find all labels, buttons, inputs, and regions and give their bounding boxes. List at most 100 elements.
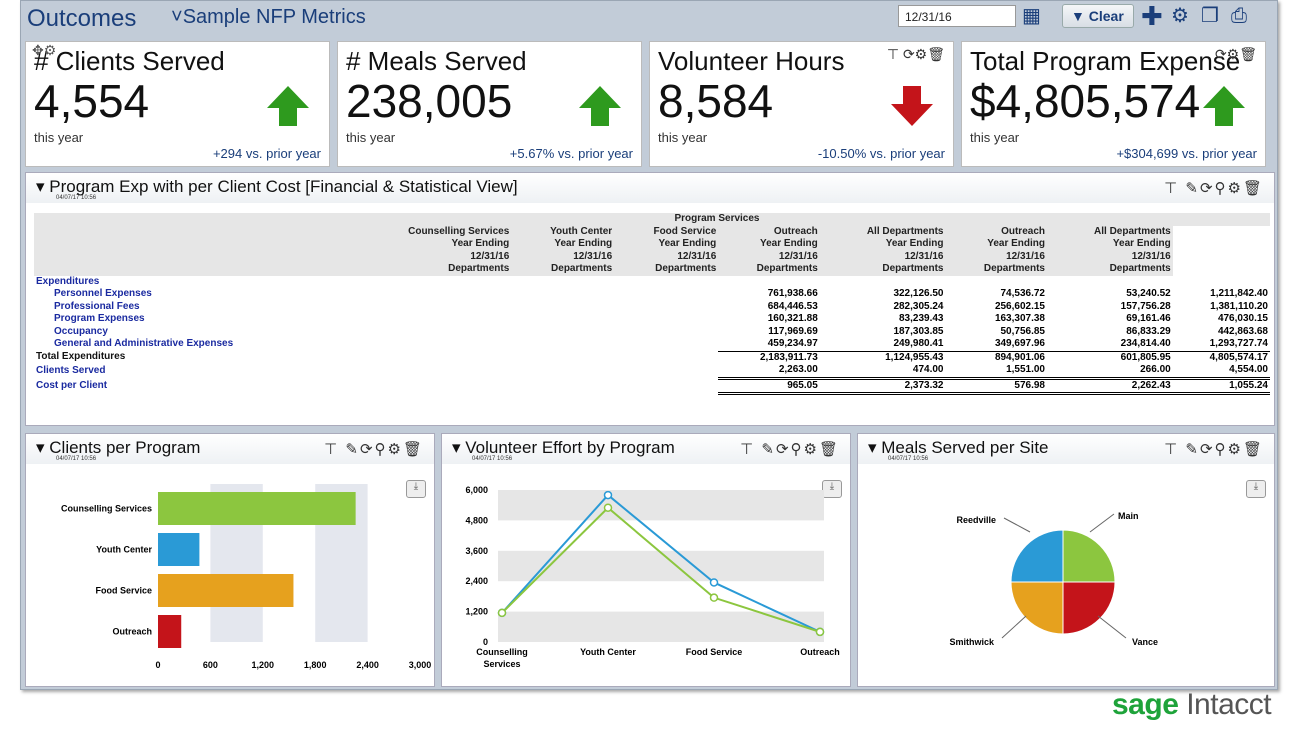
move-icon[interactable]: ✥⚙ (32, 42, 57, 58)
kpi-subtitle: this year (970, 130, 1020, 145)
empty-cell (347, 338, 511, 351)
date-input[interactable]: 12/31/16 (898, 5, 1016, 27)
kpi-total-program-expense[interactable]: Total Program Expense $4,805,574 this ye… (961, 41, 1266, 167)
data-point[interactable] (709, 593, 719, 602)
col-header: All Departments (1047, 225, 1173, 238)
row-label[interactable]: Program Expenses (54, 313, 145, 324)
download-icon[interactable]: ⤓ (1246, 480, 1266, 498)
col-sub: Departments (614, 263, 719, 276)
kpi-value: 4,554 (34, 75, 150, 127)
panel-title[interactable]: ▾ Meals Served per Site (868, 438, 1049, 457)
grid-band (498, 490, 824, 521)
col-sub: Year Ending (511, 238, 615, 251)
kpi-meals-served[interactable]: # Meals Served 238,005 this year +5.67% … (337, 41, 642, 167)
meals-per-site-panel: ▾ Meals Served per Site 04/07/17 10:56 ⊤… (857, 433, 1275, 687)
table-cell: 74,536.72 (1000, 288, 1046, 299)
panel-header: ▾ Clients per Program 04/07/17 10:56 ⊤ ✎… (26, 434, 434, 464)
row-label[interactable]: Occupancy (54, 325, 108, 337)
col-sub: Year Ending (1047, 238, 1173, 251)
arrow-up-icon (267, 86, 309, 126)
download-icon[interactable]: ⤓ (822, 480, 842, 498)
tick-label: 2,400 (465, 576, 488, 586)
row-label[interactable]: General and Administrative Expenses (54, 338, 234, 350)
table-cell: 1,551.00 (945, 364, 1047, 380)
kpi-subtitle: this year (346, 130, 396, 145)
data-point[interactable] (709, 578, 719, 587)
col-sub: 12/31/16 (718, 250, 820, 263)
table-cell: 249,980.41 (893, 338, 944, 349)
panel-title[interactable]: ▾ Clients per Program (36, 438, 201, 457)
data-point[interactable] (815, 627, 825, 637)
dashboard-selector[interactable]: ˅Sample NFP Metrics (171, 6, 366, 29)
panel-header: ▾ Meals Served per Site 04/07/17 10:56 ⊤… (858, 434, 1274, 464)
row-label[interactable]: Professional Fees (54, 300, 140, 312)
slice-label: Vance (1132, 637, 1158, 647)
bar[interactable] (158, 615, 182, 648)
financial-table: Program Services Counselling Services Yo… (34, 213, 1270, 395)
tick-label: 2,400 (356, 660, 379, 670)
gear-icon[interactable]: ⚙ (1171, 5, 1189, 27)
table-cell: 2,262.43 (1047, 378, 1173, 395)
bar[interactable] (158, 492, 356, 525)
tick-label: 6,000 (465, 485, 488, 495)
print-icon[interactable]: ⎙ (1231, 5, 1247, 27)
col-sub: Departments (945, 263, 1047, 276)
slice-label: Smithwick (949, 637, 995, 647)
copy-icon[interactable]: ❐ (1201, 5, 1219, 27)
data-point[interactable] (603, 490, 613, 500)
row-label[interactable]: Total Expenditures (36, 351, 126, 363)
panel-header: ▾ Program Exp with per Client Cost [Fina… (26, 173, 1274, 203)
data-point[interactable] (497, 608, 507, 618)
row-label[interactable]: Clients Served (36, 364, 106, 376)
pie-chart: Main Vance Smithwick Reedville (949, 511, 1158, 647)
pie-slice[interactable] (1010, 581, 1064, 635)
table-cell: 1,211,842.40 (1210, 288, 1268, 299)
section-label[interactable]: Expenditures (36, 275, 100, 287)
pie-slice[interactable] (1010, 529, 1064, 583)
row-label[interactable]: Cost per Client (36, 379, 108, 391)
download-icon[interactable]: ⤓ (406, 480, 426, 498)
table-cell: 2,183,911.73 (718, 350, 820, 364)
calendar-icon[interactable]: ▦ (1022, 5, 1041, 27)
empty-cell (511, 351, 614, 364)
panel-title[interactable]: ▾ Volunteer Effort by Program (452, 438, 675, 457)
col-sub: 12/31/16 (1047, 250, 1173, 263)
pie-slice[interactable] (1062, 581, 1116, 635)
kpi-title: # Clients Served (34, 46, 225, 76)
bar[interactable] (158, 533, 200, 566)
table-cell: 601,805.95 (1047, 350, 1173, 364)
kpi-volunteer-hours[interactable]: Volunteer Hours 8,584 this year -10.50% … (649, 41, 954, 167)
table-cell: 761,938.66 (767, 288, 818, 299)
panel-tools[interactable]: ⊤ ✎⟳⚲⚙🗑 (324, 441, 424, 458)
kpi-clients-served[interactable]: # Clients Served 4,554 this year +294 vs… (25, 41, 330, 167)
pie-slice[interactable] (1062, 529, 1116, 583)
panel-title-text: Meals Served per Site (881, 438, 1049, 457)
row-label[interactable]: Personnel Expenses (54, 288, 152, 299)
bar[interactable] (158, 574, 294, 607)
col-header: All Departments (819, 225, 946, 238)
tick-label: 1,200 (465, 607, 488, 617)
panel-title[interactable]: ▾ Program Exp with per Client Cost [Fina… (36, 177, 518, 196)
col-sub: Year Ending (819, 238, 946, 251)
panel-title-text: Program Exp with per Client Cost [Financ… (49, 177, 518, 196)
col-sub: Departments (819, 263, 946, 276)
kpi-tools[interactable]: ⟳⚙🗑 (1214, 46, 1257, 62)
add-icon[interactable]: ✚ (1141, 1, 1163, 31)
panel-tools[interactable]: ⊤ ✎⟳⚲⚙🗑 (740, 441, 840, 458)
empty-cell (347, 288, 511, 301)
table-cell: 117,969.69 (768, 325, 818, 337)
arrow-up-icon (579, 86, 621, 126)
table-cell: 4,805,574.17 (1172, 350, 1270, 364)
table-cell: 2,263.00 (718, 364, 820, 380)
clear-filter-button[interactable]: ▼ Clear (1062, 4, 1134, 28)
logo-intacct: Intacct (1178, 688, 1272, 721)
kpi-tools[interactable]: ⊤ ⟳⚙🗑 (886, 46, 945, 62)
table-cell: 163,307.38 (994, 313, 1045, 324)
table-row: Personnel Expenses 761,938.66 322,126.50 74… (34, 288, 1270, 301)
panel-tools[interactable]: ⊤ ✎⟳⚲⚙🗑 (1164, 180, 1264, 197)
dashboard-name: Sample NFP Metrics (182, 6, 366, 28)
panel-tools[interactable]: ⊤ ✎⟳⚲⚙🗑 (1164, 441, 1264, 458)
empty-cell (511, 313, 614, 326)
kpi-change: +294 vs. prior year (212, 146, 321, 161)
data-point[interactable] (603, 503, 613, 512)
